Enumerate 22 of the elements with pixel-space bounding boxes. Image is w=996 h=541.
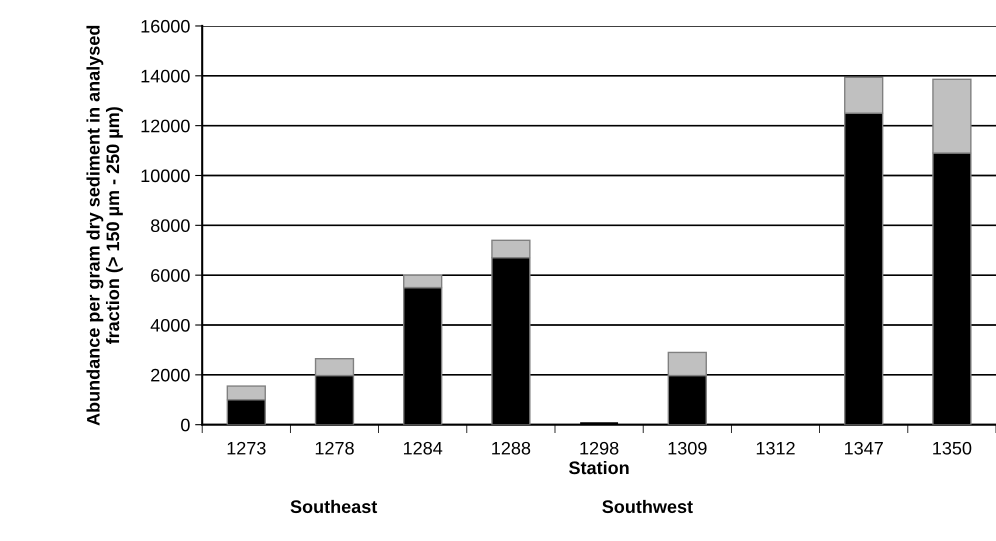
y-tick-label: 6000 bbox=[151, 269, 190, 282]
y-tick-label: 12000 bbox=[142, 120, 190, 132]
y-tick-label: 10000 bbox=[142, 169, 190, 182]
x-tick-label: 1350 bbox=[933, 442, 972, 455]
text: Southeast bbox=[290, 500, 378, 514]
y-tick-label: 0 bbox=[181, 418, 190, 432]
y-tick-label: 16000 bbox=[142, 20, 190, 33]
x-tick-label: 1298 bbox=[580, 442, 618, 455]
x-axis-title: Station bbox=[569, 460, 629, 474]
y-tick-label: 2000 bbox=[151, 368, 190, 382]
x-tick-label: 1273 bbox=[228, 442, 266, 455]
x-tick-label: 1312 bbox=[756, 442, 795, 455]
y-tick-label: 8000 bbox=[151, 219, 190, 232]
x-tick-label: 1347 bbox=[844, 442, 883, 455]
x-tick-label: 1278 bbox=[316, 442, 354, 455]
y-tick-label: 14000 bbox=[142, 70, 190, 83]
y-axis-title: Abundance per gram dry sediment in analysed fraction (> 150 µm - 250 µm) bbox=[86, 26, 123, 426]
text: Southwest bbox=[602, 500, 693, 514]
x-tick-label: 1309 bbox=[668, 442, 707, 455]
x-tick-label: 1284 bbox=[404, 442, 442, 455]
x-tick-label: 1288 bbox=[492, 442, 530, 455]
y-tick-label: 4000 bbox=[150, 318, 190, 332]
